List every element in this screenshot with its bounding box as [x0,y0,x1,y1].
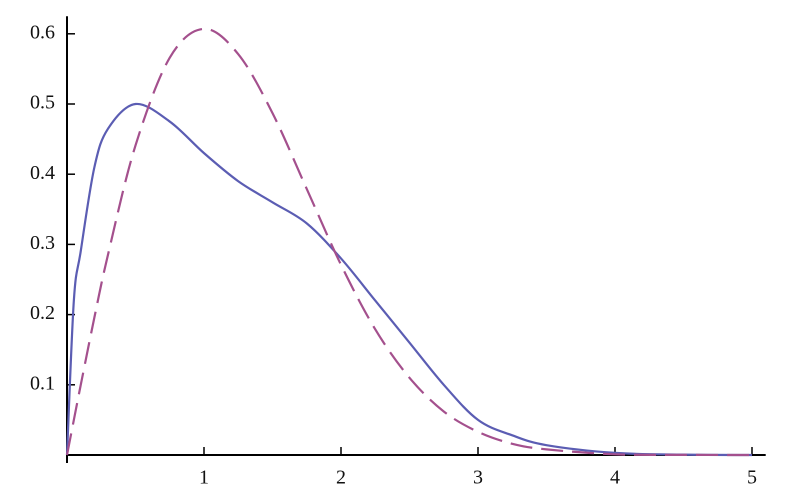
x-tick-label: 5 [747,467,757,489]
x-tick-label: 3 [473,467,483,489]
series-line [65,27,753,457]
y-tick-label: 0.2 [30,302,55,324]
y-tick-label: 0.5 [30,92,55,114]
y-tick-label: 0.4 [30,162,55,184]
x-tick-label: 4 [610,467,620,489]
x-tick-label: 1 [199,467,209,489]
series-line [65,102,753,457]
y-tick-label: 0.1 [30,372,55,394]
y-tick-label: 0.3 [30,232,55,254]
y-tick-label: 0.6 [30,21,55,43]
x-tick-label: 2 [336,467,346,489]
